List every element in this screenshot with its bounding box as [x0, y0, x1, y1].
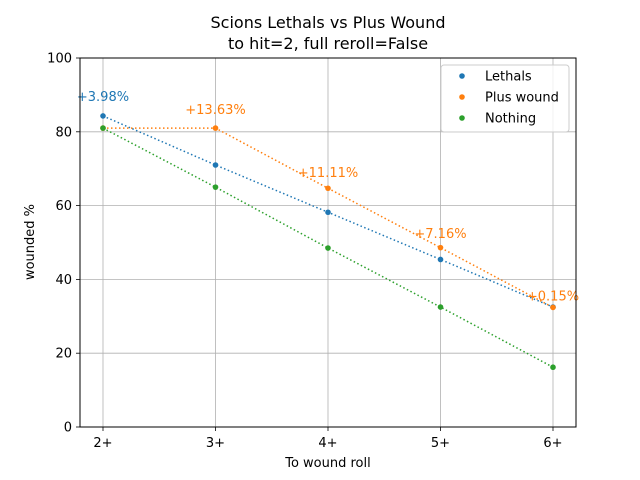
y-axis-label: wounded % [23, 204, 38, 280]
x-tick-label: 6+ [543, 436, 562, 451]
point-plus-wound [550, 304, 556, 311]
series-line-nothing [102, 127, 554, 368]
point-lethals [325, 209, 331, 216]
x-tick-label: 4+ [318, 436, 337, 451]
point-plus-wound [325, 185, 331, 192]
x-axis-label: To wound roll [284, 456, 371, 471]
legend-marker-lethals [459, 73, 465, 79]
legend-marker-plus-wound [459, 94, 465, 100]
y-tick-label: 20 [55, 347, 72, 362]
chart-title: Scions Lethals vs Plus Wound [211, 13, 446, 32]
y-tick-label: 40 [55, 273, 72, 288]
y-tick-label: 100 [47, 52, 72, 67]
x-tick-label: 5+ [431, 436, 450, 451]
y-tick-label: 0 [64, 421, 72, 436]
legend-label-nothing: Nothing [485, 112, 536, 127]
annotations: +3.98% +13.63% +11.11% +7.16% +0.15% [77, 90, 579, 304]
legend: Lethals Plus wound Nothing [440, 64, 570, 133]
legend-label-lethals: Lethals [485, 70, 532, 85]
annotation-label: +13.63% [185, 103, 245, 118]
annotation-label: +3.98% [77, 90, 129, 105]
point-nothing [212, 184, 219, 190]
legend-marker-nothing [459, 115, 465, 121]
legend-label-plus-wound: Plus wound [485, 91, 559, 106]
point-lethals [212, 162, 219, 168]
chart-subtitle: to hit=2, full reroll=False [228, 34, 428, 53]
point-nothing [100, 125, 106, 131]
annotation-label: +0.15% [527, 290, 579, 305]
point-nothing [325, 245, 331, 251]
point-nothing [437, 304, 444, 310]
series-layer [100, 113, 556, 371]
point-plus-wound [437, 244, 444, 251]
annotation-label: +11.11% [298, 166, 358, 181]
y-tick-label: 80 [55, 125, 72, 140]
x-tick-label: 3+ [206, 436, 225, 451]
point-nothing [550, 364, 556, 371]
point-plus-wound [212, 125, 219, 131]
point-lethals [100, 113, 106, 119]
x-tick-label: 2+ [93, 436, 112, 451]
y-tick-label: 60 [55, 199, 72, 214]
point-lethals [437, 256, 444, 263]
ticks: 2+ 3+ 4+ 5+ 6+ 0 20 40 60 80 100 [47, 52, 562, 452]
annotation-label: +7.16% [414, 227, 466, 242]
legend-box [440, 64, 570, 133]
